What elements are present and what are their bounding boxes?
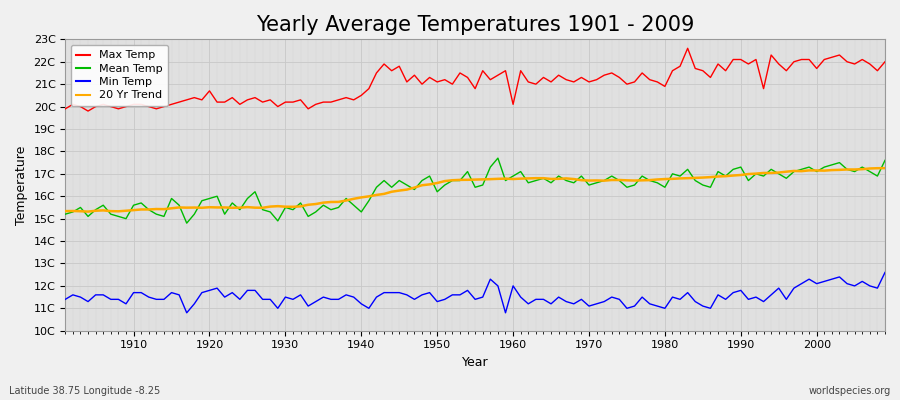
Text: worldspecies.org: worldspecies.org xyxy=(809,386,891,396)
Max Temp xyxy=(879,59,890,64)
20 Yr Trend xyxy=(508,177,518,182)
Mean Temp xyxy=(121,216,131,221)
Max Temp xyxy=(516,68,526,73)
Max Temp xyxy=(60,106,71,111)
Mean Temp xyxy=(516,169,526,174)
Min Temp xyxy=(60,297,71,302)
Mean Temp xyxy=(523,180,534,185)
Min Temp xyxy=(607,295,617,300)
Text: Latitude 38.75 Longitude -8.25: Latitude 38.75 Longitude -8.25 xyxy=(9,386,160,396)
Line: Min Temp: Min Temp xyxy=(66,272,885,313)
Min Temp xyxy=(181,310,192,315)
20 Yr Trend xyxy=(607,178,617,182)
Max Temp xyxy=(83,109,94,114)
Mean Temp xyxy=(341,196,352,201)
Legend: Max Temp, Mean Temp, Min Temp, 20 Yr Trend: Max Temp, Mean Temp, Min Temp, 20 Yr Tre… xyxy=(71,45,167,106)
Max Temp xyxy=(128,102,139,107)
Min Temp xyxy=(121,302,131,306)
20 Yr Trend xyxy=(83,209,94,214)
Max Temp xyxy=(508,102,518,107)
Mean Temp xyxy=(295,200,306,205)
20 Yr Trend xyxy=(295,204,306,209)
Line: Mean Temp: Mean Temp xyxy=(66,158,885,223)
Min Temp xyxy=(295,292,306,297)
X-axis label: Year: Year xyxy=(462,356,489,369)
20 Yr Trend xyxy=(879,166,890,170)
Mean Temp xyxy=(181,221,192,226)
Line: 20 Yr Trend: 20 Yr Trend xyxy=(66,168,885,212)
20 Yr Trend xyxy=(516,176,526,181)
Min Temp xyxy=(516,295,526,300)
20 Yr Trend xyxy=(60,209,71,214)
Min Temp xyxy=(341,292,352,297)
Mean Temp xyxy=(492,156,503,160)
20 Yr Trend xyxy=(128,208,139,212)
Mean Temp xyxy=(614,178,625,183)
Mean Temp xyxy=(879,158,890,163)
Max Temp xyxy=(682,46,693,51)
Max Temp xyxy=(607,70,617,75)
20 Yr Trend xyxy=(341,198,352,203)
Max Temp xyxy=(341,95,352,100)
Max Temp xyxy=(295,98,306,102)
Min Temp xyxy=(508,284,518,288)
Title: Yearly Average Temperatures 1901 - 2009: Yearly Average Temperatures 1901 - 2009 xyxy=(256,15,694,35)
Min Temp xyxy=(879,270,890,275)
Y-axis label: Temperature: Temperature xyxy=(15,145,28,225)
Line: Max Temp: Max Temp xyxy=(66,48,885,111)
Mean Temp xyxy=(60,212,71,216)
